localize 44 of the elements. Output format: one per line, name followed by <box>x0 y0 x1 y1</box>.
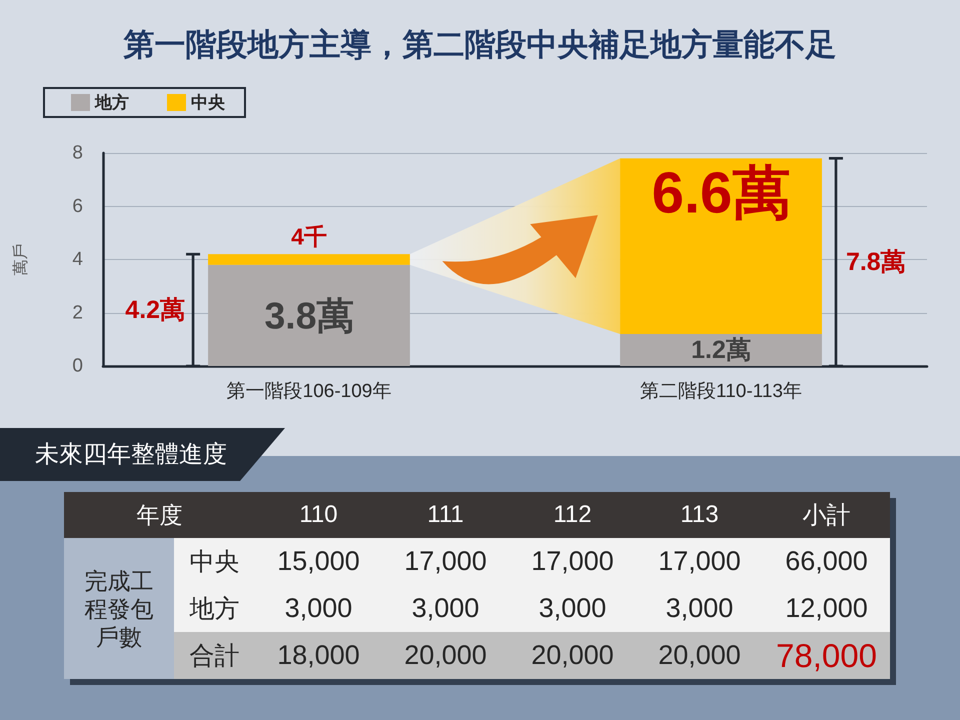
bar <box>208 254 410 265</box>
x-tick-label: 第一階段106-109年 <box>226 381 392 402</box>
x-tick-label: 113 <box>636 492 763 538</box>
y-axis-title: 完成工程發包戶數 <box>84 566 154 650</box>
data-label: 3,000 <box>636 585 763 632</box>
data-label: 17,000 <box>636 538 763 585</box>
total-label: 7.8萬 <box>846 248 906 276</box>
data-label: 3,000 <box>509 585 636 632</box>
total-label: 4.2萬 <box>125 296 186 324</box>
y-tick-label: 中央 <box>174 538 255 585</box>
data-label: 3.8萬 <box>264 294 354 336</box>
y-tick-label: 6 <box>72 196 83 217</box>
y-tick-label: 地方 <box>174 585 255 632</box>
data-label: 20,000 <box>509 632 636 679</box>
text: 未來四年整體進度 <box>0 428 285 481</box>
y-tick-label: 合計 <box>174 632 255 679</box>
x-tick-label: 第二階段110-113年 <box>640 381 802 402</box>
x-tick-label: 111 <box>382 492 509 538</box>
data-label: 20,000 <box>382 632 509 679</box>
y-tick-label: 0 <box>72 356 83 376</box>
x-tick-label: 112 <box>509 492 636 538</box>
y-tick-label: 8 <box>72 142 83 164</box>
data-label: 3,000 <box>255 585 382 632</box>
data-label: 6.6萬 <box>652 161 790 226</box>
y-tick-label: 2 <box>72 302 83 324</box>
y-tick-label: 4 <box>72 249 84 270</box>
data-label: 78,000 <box>763 632 890 679</box>
x-axis-title: 年度 <box>64 492 255 538</box>
data-label: 1.2萬 <box>691 336 751 364</box>
data-label: 3,000 <box>382 585 509 632</box>
legend-label: 地方 <box>94 93 129 112</box>
data-label: 17,000 <box>382 538 509 585</box>
x-tick-label: 小計 <box>763 492 890 538</box>
bar <box>620 334 822 366</box>
chart-title: 第一階段地方主導，第二階段中央補足地方量能不足 <box>122 27 836 62</box>
x-tick-label: 110 <box>255 492 382 538</box>
annotation: 4千 <box>291 224 327 250</box>
data-label: 12,000 <box>763 585 890 632</box>
data-label: 15,000 <box>255 538 382 585</box>
data-label: 20,000 <box>636 632 763 679</box>
data-label: 18,000 <box>255 632 382 679</box>
data-label: 66,000 <box>763 538 890 585</box>
y-axis-title: 萬戶 <box>12 244 30 276</box>
data-label: 17,000 <box>509 538 636 585</box>
